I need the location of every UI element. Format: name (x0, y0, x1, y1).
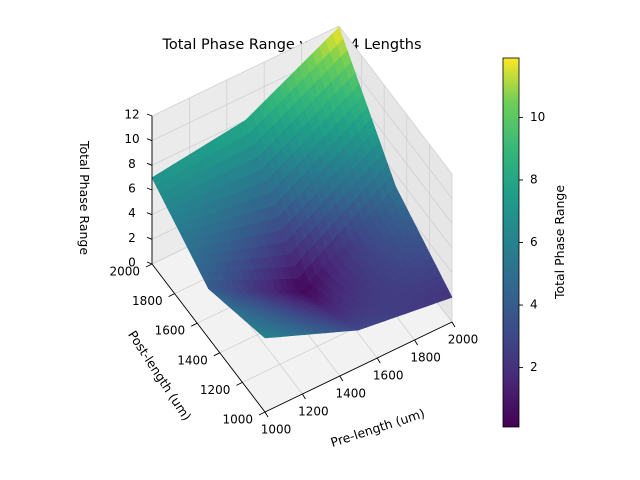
surface-plot (151, 26, 453, 339)
y-tick-mark (236, 381, 243, 386)
y-tick-label: 1600 (155, 324, 186, 338)
z-tick-label: 10 (124, 132, 139, 146)
surface-patch (151, 173, 164, 187)
x-tick-mark (414, 339, 418, 346)
grid-line (338, 50, 453, 199)
colorbar-tick-label: 10 (530, 110, 545, 124)
x-axis-label: Pre-length (um) (329, 405, 427, 450)
colorbar-tick-label: 2 (530, 360, 538, 374)
x-axis-line (264, 321, 453, 413)
z-tick-label: 0 (128, 256, 136, 270)
y-tick-label: 1000 (222, 413, 253, 427)
y-tick-label: 1400 (177, 353, 208, 367)
z-tick-mark (146, 187, 153, 191)
x-tick-mark (264, 411, 269, 418)
x-tick-label: 1200 (298, 405, 329, 419)
x-tick-mark (302, 393, 306, 400)
y-tick-mark (213, 352, 221, 357)
z-tick-label: 8 (128, 157, 136, 171)
x-tick-label: 1400 (336, 387, 367, 401)
y-tick-label: 1200 (200, 383, 231, 397)
z-tick-label: 2 (128, 231, 136, 245)
y-axis-line (151, 263, 266, 413)
tick-labels: 1000 1200 1400 1600 1800 2000 1000 1200 1400 1600… (109, 108, 478, 437)
colorbar: 2 4 6 8 10 (502, 57, 545, 428)
z-axis-label: Total Phase Range (77, 140, 92, 255)
z-tick-label: 6 (128, 182, 136, 196)
x-tick-label: 1600 (373, 369, 404, 383)
y-tick-label: 1800 (132, 294, 163, 308)
z-tick-mark (146, 138, 153, 142)
z-tick-mark (146, 261, 153, 265)
colorbar-gradient (502, 57, 520, 428)
y-tick-mark (190, 322, 198, 327)
x-tick-mark (376, 357, 381, 364)
z-tick-mark (146, 212, 153, 216)
x-tick-mark (451, 321, 456, 328)
x-tick-mark (339, 375, 344, 382)
z-tick-mark (146, 236, 153, 240)
grid-line (151, 25, 340, 117)
z-tick-mark (146, 162, 153, 166)
colorbar-tick-label: 6 (530, 235, 538, 249)
colorbar-label: Total Phase Range (552, 185, 567, 300)
y-tick-mark (145, 263, 153, 268)
x-tick-label: 1000 (261, 423, 292, 437)
grid-line (338, 25, 453, 175)
x-tick-label: 2000 (448, 333, 479, 347)
colorbar-tick-label: 8 (530, 173, 538, 187)
colorbar-tick-label: 4 (530, 298, 538, 312)
y-tick-mark (168, 293, 175, 298)
x-tick-label: 1800 (410, 351, 441, 365)
z-tick-label: 12 (124, 108, 139, 122)
y-tick-mark (258, 411, 266, 416)
z-tick-label: 4 (128, 206, 136, 220)
z-tick-mark (146, 113, 153, 117)
y-axis-label: Post-length (um) (125, 328, 194, 424)
y-tick-label: 2000 (109, 265, 140, 279)
